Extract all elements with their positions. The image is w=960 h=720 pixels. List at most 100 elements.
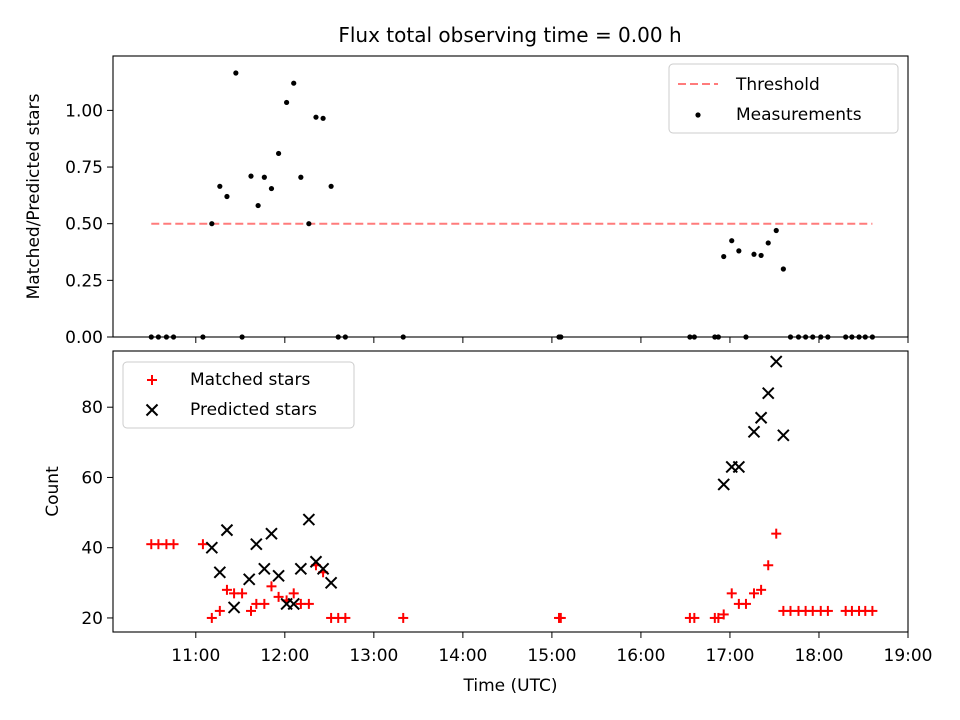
predicted-star-point — [227, 601, 241, 614]
matched-star-point — [718, 609, 729, 620]
bottom-y-ticks: 20 40 60 80 — [81, 398, 113, 629]
matched-star-point — [340, 612, 351, 623]
xtick-label: 16:00 — [616, 646, 665, 666]
measurement-point — [291, 80, 297, 86]
chart-title: Flux total observing time = 0.00 h — [338, 23, 681, 47]
matched-star-point — [273, 591, 284, 602]
matched-star-point — [689, 612, 700, 623]
predicted-star-point — [205, 541, 219, 554]
matched-star-point — [398, 612, 409, 623]
counts-layer — [146, 355, 878, 623]
predicted-star-point — [717, 478, 730, 491]
bottom-ytick-label: 40 — [81, 539, 103, 559]
predicted-star-point — [287, 597, 300, 611]
legend-matched-swatch — [147, 375, 157, 385]
measurement-point — [261, 174, 267, 180]
predicted-star-point — [732, 460, 746, 474]
xtick-label: 18:00 — [794, 646, 843, 666]
xtick-label: 17:00 — [705, 646, 754, 666]
legend-measurements-label: Measurements — [736, 105, 862, 125]
predicted-star-point — [213, 566, 227, 579]
xtick-label: 19:00 — [884, 646, 933, 666]
top-legend-box — [668, 63, 899, 134]
bottom-ytick-label: 60 — [81, 468, 103, 488]
matched-star-point — [221, 584, 232, 595]
predicted-star-point — [762, 386, 775, 400]
measurement-point — [284, 99, 290, 106]
top-x-ticks — [195, 337, 909, 343]
matched-star-point — [756, 584, 767, 595]
legend-predicted-label: Predicted stars — [190, 400, 317, 420]
legend-matched-label: Matched stars — [190, 370, 310, 390]
predicted-star-point — [272, 569, 285, 583]
x-axis-label: Time (UTC) — [463, 676, 558, 696]
measurement-point — [765, 240, 771, 246]
measurement-point — [268, 185, 275, 192]
legend-threshold-label: Threshold — [735, 75, 820, 95]
matched-star-point — [867, 605, 878, 616]
measurement-point — [773, 227, 779, 234]
measurement-point — [736, 248, 742, 254]
xtick-label: 14:00 — [438, 646, 487, 666]
matched-star-point — [245, 605, 256, 616]
bottom-x-ticks: 11:00 12:00 13:00 14:00 15:00 16:00 17:00 18:00… — [171, 632, 933, 666]
matched-star-point — [555, 612, 566, 623]
measurement-point — [780, 266, 786, 272]
measurement-point — [224, 193, 230, 200]
bottom-legend-box — [122, 361, 355, 429]
predicted-star-point — [220, 523, 234, 537]
xtick-label: 12:00 — [260, 646, 309, 666]
legend-measurements-swatch — [695, 112, 701, 118]
predicted-star-point — [777, 429, 790, 442]
xtick-label: 13:00 — [349, 646, 398, 666]
matched-star-point — [197, 539, 208, 550]
matched-star-point — [206, 612, 217, 623]
measurement-point — [209, 221, 215, 227]
top-axes-frame — [112, 55, 909, 338]
measurement-point — [758, 252, 764, 259]
bottom-ytick-label: 20 — [81, 609, 103, 629]
top-ytick-label: 0.50 — [65, 215, 103, 235]
measurement-point — [233, 70, 239, 76]
measurement-point — [721, 253, 727, 260]
predicted-star-point — [747, 425, 761, 438]
predicted-star-point — [754, 411, 768, 424]
matched-star-point — [266, 581, 277, 592]
matched-star-point — [771, 528, 782, 539]
xtick-label: 11:00 — [171, 646, 220, 666]
predicted-star-point — [243, 573, 256, 586]
measurement-point — [729, 238, 735, 244]
xtick-label: 15:00 — [527, 646, 576, 666]
bottom-legend: Matched stars Predicted stars — [122, 361, 355, 429]
predicted-star-point — [250, 537, 263, 551]
predicted-star-point — [265, 527, 278, 540]
predicted-star-point — [294, 562, 308, 575]
measurement-point — [306, 221, 312, 227]
matched-star-point — [822, 605, 833, 616]
matched-star-point — [763, 560, 774, 571]
top-ytick-label: 0.00 — [65, 328, 103, 348]
bottom-y-axis-label: Count — [43, 466, 63, 517]
top-ytick-label: 0.75 — [65, 158, 103, 178]
matched-star-point — [748, 588, 759, 599]
legend-predicted-swatch — [145, 403, 159, 417]
predicted-star-point — [324, 576, 338, 590]
matched-star-point — [237, 588, 248, 599]
matched-star-point — [740, 598, 751, 609]
measurement-point — [320, 115, 326, 121]
predicted-star-point — [302, 513, 316, 526]
matched-star-point — [168, 539, 179, 550]
top-legend: Threshold Measurements — [668, 63, 899, 134]
matched-star-point — [713, 612, 724, 623]
matched-star-point — [726, 588, 737, 599]
measurement-point — [751, 251, 757, 257]
measurement-point — [328, 183, 334, 189]
measurement-point — [217, 183, 223, 189]
matched-star-point — [259, 598, 270, 609]
measurement-point — [298, 174, 304, 180]
measurement-point — [248, 173, 254, 179]
predicted-star-point — [316, 562, 330, 575]
measurement-point — [255, 202, 261, 209]
